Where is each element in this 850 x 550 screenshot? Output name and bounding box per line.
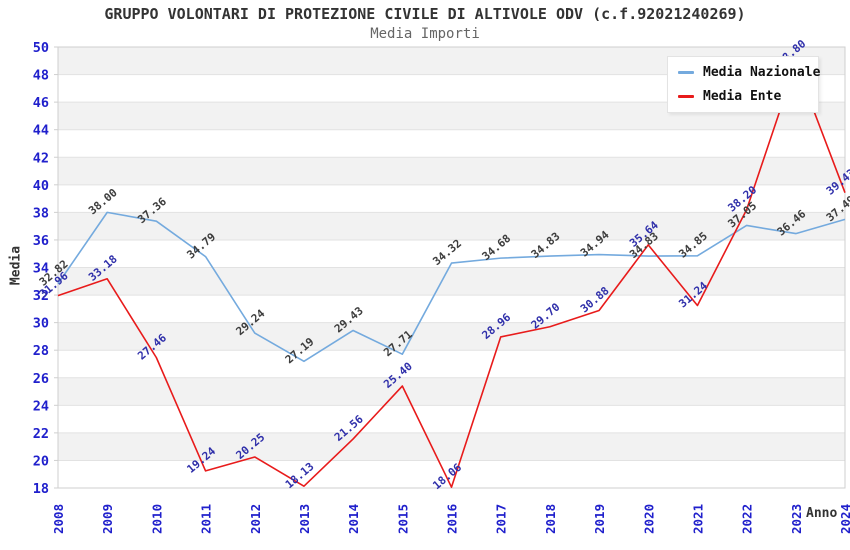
y-tick-label: 48 (33, 68, 49, 84)
x-tick-label: 2008 (51, 504, 66, 534)
plot-band (58, 432, 845, 461)
plot-band (58, 322, 845, 351)
plot-band (58, 212, 845, 240)
legend-marker-nazionale-icon (678, 71, 694, 74)
series-line-media-nazionale (57, 211, 846, 363)
y-tick-label: 34 (33, 261, 49, 277)
series-line-media-ente (57, 62, 846, 488)
point-label: 18.06 (430, 461, 464, 492)
x-tick-label: 2009 (100, 504, 115, 534)
x-tick-label: 2022 (740, 504, 755, 534)
y-tick-label: 42 (33, 150, 49, 166)
x-tick-label: 2016 (445, 504, 460, 534)
x-tick-label: 2014 (346, 504, 361, 534)
x-tick-label: 2023 (789, 504, 804, 534)
legend-label-ente: Media Ente (703, 89, 782, 104)
y-tick-label: 44 (33, 123, 49, 139)
chart-subtitle: Media Importi (370, 26, 480, 42)
chart-title: GRUPPO VOLONTARI DI PROTEZIONE CIVILE DI… (104, 5, 746, 23)
point-label: 34.32 (430, 237, 464, 268)
y-tick-label: 24 (33, 398, 49, 414)
x-tick-label: 2018 (543, 504, 558, 534)
legend: Media Nazionale Media Ente (667, 56, 820, 113)
point-label: 18.13 (283, 460, 317, 491)
x-tick-label: 2024 (838, 504, 850, 534)
y-tick-label: 40 (33, 178, 49, 194)
y-tick-label: 30 (33, 316, 49, 332)
x-tick-label: 2021 (690, 504, 705, 534)
y-tick-label: 20 (33, 453, 49, 469)
y-tick-label: 32 (33, 288, 49, 304)
x-tick-label: 2017 (494, 504, 509, 534)
x-tick-label: 2019 (592, 504, 607, 534)
legend-item-media-nazionale: Media Nazionale (678, 65, 820, 80)
plot-band (58, 267, 845, 296)
x-tick-label: 2020 (641, 504, 656, 534)
x-axis-title: Anno (806, 506, 838, 521)
x-tick-label: 2013 (297, 504, 312, 534)
plot-band (58, 377, 845, 406)
y-tick-label: 50 (33, 40, 49, 56)
y-tick-label: 36 (33, 233, 49, 249)
x-tick-label: 2011 (199, 504, 214, 534)
legend-marker-ente-icon (678, 95, 694, 98)
x-tick-label: 2010 (149, 504, 164, 534)
plot-band (58, 157, 845, 185)
y-tick-label: 18 (33, 481, 49, 497)
point-label: 37.49 (824, 193, 850, 224)
legend-label-nazionale: Media Nazionale (703, 65, 821, 80)
x-tick-label: 2012 (248, 504, 263, 534)
y-tick-label: 26 (33, 371, 49, 387)
legend-item-media-ente: Media Ente (678, 89, 808, 104)
y-tick-label: 28 (33, 343, 49, 359)
y-tick-label: 46 (33, 95, 49, 111)
y-tick-label: 22 (33, 426, 49, 442)
x-tick-label: 2015 (395, 504, 410, 534)
y-tick-label: 38 (33, 205, 49, 221)
